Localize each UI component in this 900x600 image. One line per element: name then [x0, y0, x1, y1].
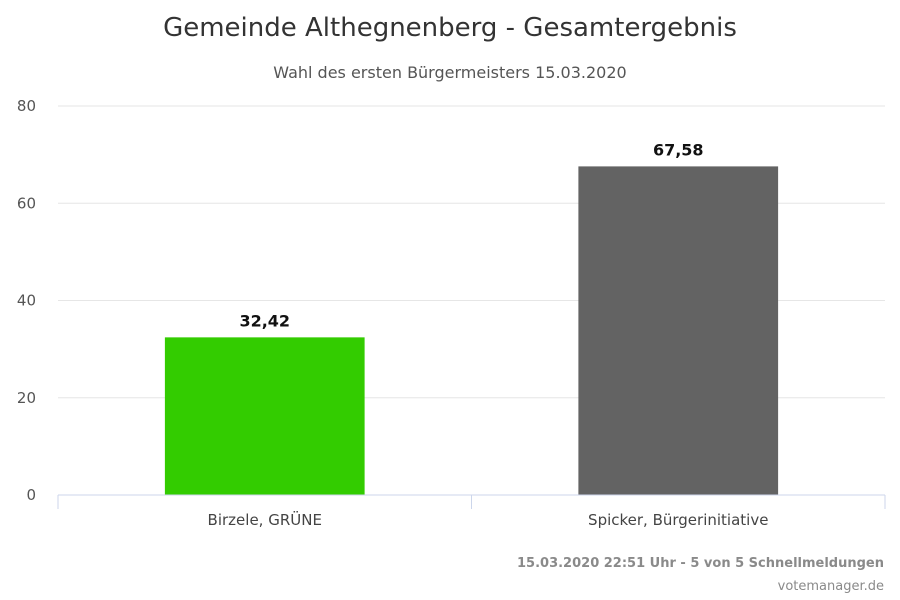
y-tick-label: 60	[17, 194, 36, 212]
x-category-label: Birzele, GRÜNE	[208, 510, 322, 529]
y-tick-label: 0	[26, 486, 36, 504]
chart-title: Gemeinde Althegnenberg - Gesamtergebnis	[163, 13, 737, 43]
footer-status: 15.03.2020 22:51 Uhr - 5 von 5 Schnellme…	[517, 556, 884, 571]
bars	[164, 166, 779, 495]
x-axis-categories: Birzele, GRÜNE Spicker, Bürgerinitiative	[208, 510, 769, 529]
data-label: 32,42	[239, 311, 290, 330]
y-axis-ticks: 0 20 40 60 80	[17, 97, 36, 504]
bar[interactable]	[578, 166, 779, 495]
y-tick-label: 40	[17, 292, 36, 310]
x-category-label: Spicker, Bürgerinitiative	[588, 511, 768, 529]
chart-subtitle: Wahl des ersten Bürgermeisters 15.03.202…	[273, 63, 626, 82]
footer-source[interactable]: votemanager.de	[778, 579, 884, 594]
x-axis	[57, 494, 886, 509]
data-labels: 32,42 67,58	[239, 140, 703, 330]
y-tick-label: 80	[17, 97, 36, 115]
bar[interactable]	[164, 337, 365, 495]
data-label: 67,58	[653, 140, 704, 159]
y-tick-label: 20	[17, 389, 36, 407]
